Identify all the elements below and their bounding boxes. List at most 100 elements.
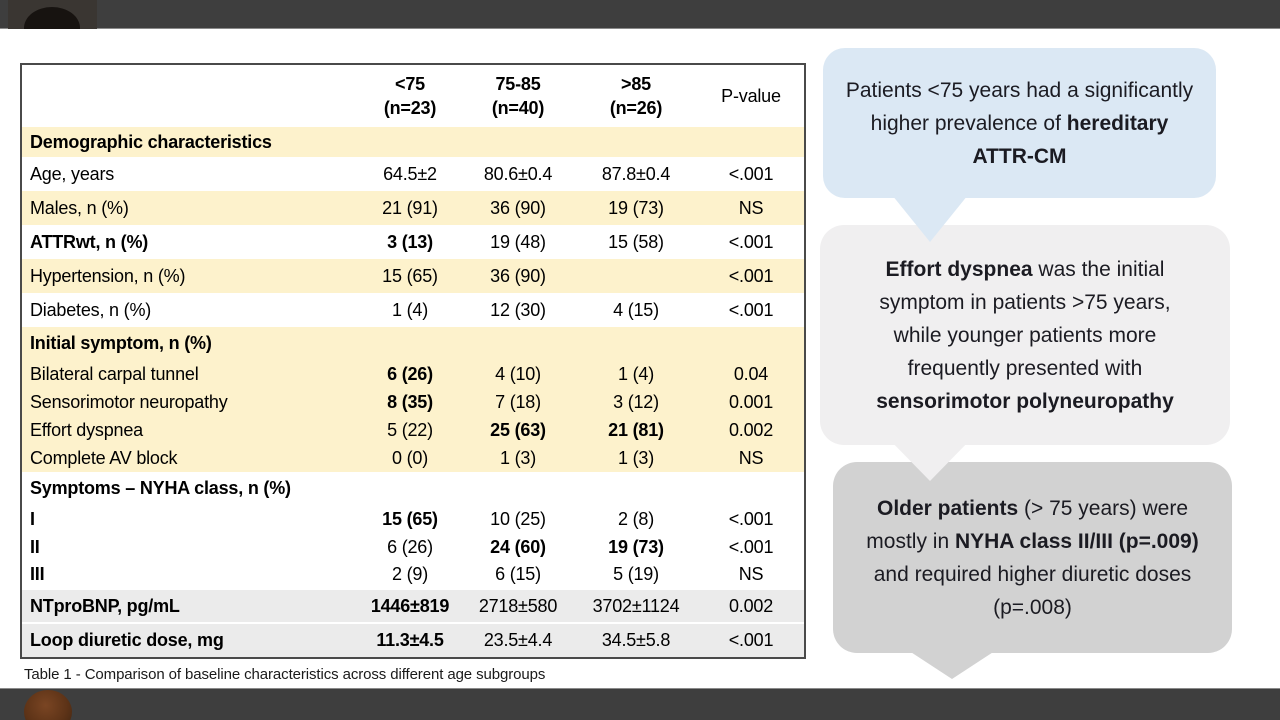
table-cell: 15 (58) <box>608 231 664 252</box>
presenter-head-bottom <box>24 690 72 720</box>
table-cell: 4 (15) <box>613 299 659 320</box>
table-cell: 4 (10) <box>495 363 541 384</box>
table-section-header: Initial symptom, n (%) <box>30 333 212 353</box>
table-cell: 87.8±0.4 <box>601 163 671 184</box>
table-cell: 1 (4) <box>617 363 654 384</box>
row-label-cell: I <box>30 508 35 529</box>
table-cell: 24 (60) <box>490 536 546 557</box>
table-caption: Table 1 - Comparison of baseline charact… <box>24 666 546 683</box>
table-cell: 0.002 <box>728 419 774 440</box>
baseline-characteristics-table: <75 (n=23) 75-85 (n=40) >85 (n=26) P-value Dem… <box>20 63 806 659</box>
webcam-thumbnail <box>8 0 97 29</box>
table-row: I 15 (65) 10 (25) 2 (8) <.001 <box>22 505 804 533</box>
table-cell <box>574 259 698 293</box>
callout-text-segment: and required higher diuretic doses (p=.0… <box>873 562 1192 619</box>
table-cell: 6 (26) <box>387 536 433 557</box>
table-cell: 3 (13) <box>387 231 433 252</box>
table-row: ATTRwt, n (%) 3 (13) 19 (48) 15 (58) <.001 <box>22 225 804 259</box>
age-group-header: <75 (n=23) <box>383 73 437 118</box>
table-cell: <.001 <box>728 508 774 529</box>
table-row: Complete AV block 0 (0) 1 (3) 1 (3) NS <box>22 444 804 472</box>
table-cell: <.001 <box>698 622 804 657</box>
table-cell: 1446±819 <box>358 588 462 623</box>
table-cell: 36 (90) <box>490 265 546 286</box>
callout-text-segment: (> 75 years) were mostly in <box>866 496 1189 553</box>
table-cell: 10 (25) <box>490 508 546 529</box>
row-label-cell: III <box>30 564 45 584</box>
row-label-cell: Diabetes, n (%) <box>30 299 152 320</box>
table-cell: 25 (63) <box>490 419 546 440</box>
callout-text-segment: NYHA class II/III (p=.009) <box>954 529 1199 553</box>
table-cell: 6 (15) <box>495 564 541 584</box>
table-cell: 64.5±2 <box>383 163 437 184</box>
table-cell: 36 (90) <box>490 197 546 218</box>
table-cell: NS <box>738 197 764 218</box>
callout-text-segment: was the initial symptom in patients >75 … <box>879 257 1171 380</box>
table-corner-cell <box>22 65 358 127</box>
table-cell: 2 (8) <box>617 508 654 529</box>
callout-text: Effort dyspnea was the initial symptom i… <box>855 253 1195 418</box>
table-row: Sensorimotor neuropathy 8 (35) 7 (18) 3 (12… <box>22 388 804 416</box>
row-label-cell: ATTRwt, n (%) <box>30 231 149 252</box>
row-label-cell: Complete AV block <box>30 447 178 468</box>
table-row: Symptoms – NYHA class, n (%) <box>22 472 804 505</box>
row-label-cell: Males, n (%) <box>30 197 129 218</box>
table-row: Diabetes, n (%) 1 (4) 12 (30) 4 (15) <.001 <box>22 293 804 327</box>
age-group-header: >85 (n=26) <box>609 73 663 118</box>
p-value-header: P-value <box>721 85 781 106</box>
table-cell: <.001 <box>728 299 774 320</box>
table-cell: 0.002 <box>698 588 804 623</box>
table-cell: NS <box>738 564 764 584</box>
callout-text: Patients <75 years had a significantly h… <box>845 74 1195 173</box>
table-row: NTproBNP, pg/mL 1446±819 2718±580 3702±1124… <box>22 588 804 623</box>
table-cell: NS <box>738 447 764 468</box>
table-cell: 7 (18) <box>495 391 541 412</box>
row-label-cell: Sensorimotor neuropathy <box>30 391 228 412</box>
table-cell: 80.6±0.4 <box>483 163 553 184</box>
callout-text-segment: Older patients <box>876 496 1019 520</box>
row-label-cell: Effort dyspnea <box>30 419 143 440</box>
row-label-cell: Loop diuretic dose, mg <box>22 622 358 657</box>
row-label-cell: Age, years <box>30 163 115 184</box>
bottom-frame-bar <box>0 688 1280 720</box>
row-label-cell: NTproBNP, pg/mL <box>22 588 358 623</box>
callout-older-patients-nyha: Older patients (> 75 years) were mostly … <box>833 462 1232 653</box>
table-row: Hypertension, n (%) 15 (65) 36 (90) <.001 <box>22 259 804 293</box>
table-cell: 23.5±4.4 <box>462 622 574 657</box>
table-cell: 19 (73) <box>608 197 664 218</box>
table-cell: <.001 <box>728 231 774 252</box>
callout-text-segment: hereditary ATTR-CM <box>972 111 1169 168</box>
table-row: Demographic characteristics <box>22 127 804 157</box>
table-row: Bilateral carpal tunnel 6 (26) 4 (10) 1 (4)… <box>22 360 804 388</box>
table-cell: 5 (22) <box>387 419 433 440</box>
table-cell: <.001 <box>728 265 774 286</box>
callout-tail-down-icon <box>888 190 972 242</box>
table-cell: 21 (81) <box>608 419 664 440</box>
table-cell: 0.04 <box>733 363 769 384</box>
table-cell: 2718±580 <box>462 588 574 623</box>
table-cell: 1 (4) <box>391 299 428 320</box>
callout-text-segment: Patients <75 years had a significantly h… <box>845 78 1194 135</box>
table-cell: 3702±1124 <box>574 588 698 623</box>
row-label-cell: Hypertension, n (%) <box>30 265 186 286</box>
table-cell: 19 (48) <box>490 231 546 252</box>
callout-text: Older patients (> 75 years) were mostly … <box>860 492 1205 624</box>
callout-hereditary-attr-cm: Patients <75 years had a significantly h… <box>823 48 1216 198</box>
table-cell: 2 (9) <box>391 564 428 584</box>
table-cell: 34.5±5.8 <box>574 622 698 657</box>
table-cell: 19 (73) <box>608 536 664 557</box>
table-cell: 11.3±4.5 <box>358 622 462 657</box>
callout-text-segment: Effort dyspnea <box>885 257 1033 281</box>
callout-effort-dyspnea: Effort dyspnea was the initial symptom i… <box>820 225 1230 445</box>
table-cell: 3 (12) <box>613 391 659 412</box>
table-row: Loop diuretic dose, mg 11.3±4.5 23.5±4.4 34… <box>22 622 804 657</box>
table-cell: 5 (19) <box>613 564 659 584</box>
table-section-header: Symptoms – NYHA class, n (%) <box>30 478 291 498</box>
table-row: III 2 (9) 6 (15) 5 (19) NS <box>22 561 804 589</box>
table-cell: 15 (65) <box>382 508 438 529</box>
table-cell: 0 (0) <box>391 447 428 468</box>
table-cell: 0.001 <box>728 391 774 412</box>
top-frame-bar <box>0 0 1280 29</box>
table-cell: <.001 <box>728 536 774 557</box>
